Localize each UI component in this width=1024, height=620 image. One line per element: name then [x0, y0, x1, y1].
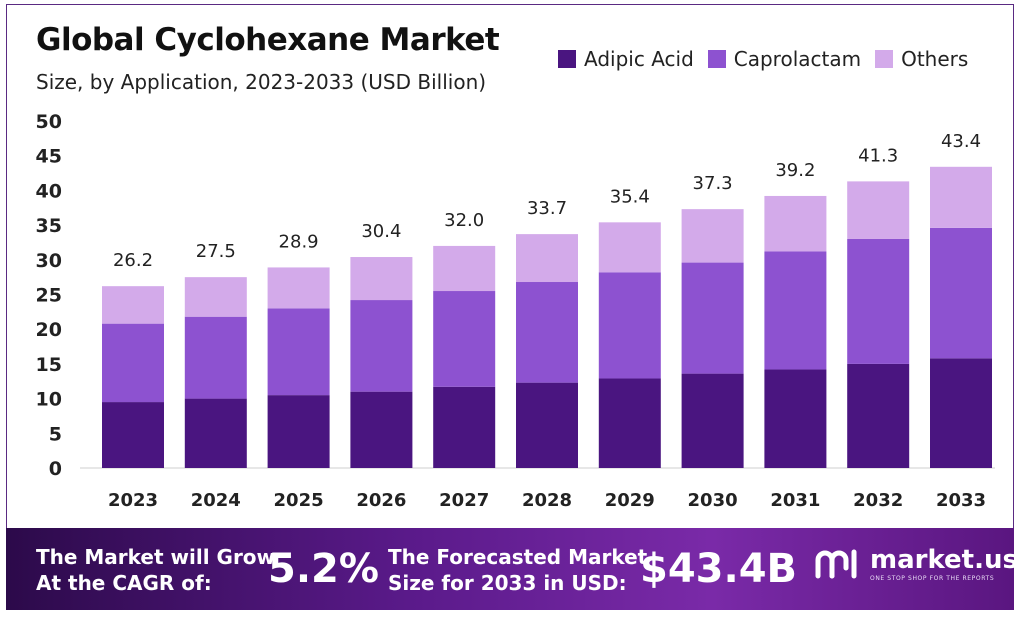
legend-item-others: Others: [875, 47, 968, 71]
forecast-label-line1: The Forecasted Market: [388, 545, 648, 569]
x-tick-label: 2032: [853, 490, 903, 511]
bar-segment-adipic-acid: [102, 402, 164, 468]
bar-segment-others: [102, 286, 164, 324]
total-data-label: 43.4: [941, 131, 981, 152]
bar-segment-others: [350, 257, 413, 301]
total-data-label: 39.2: [775, 160, 815, 181]
forecast-label: The Forecasted Market Size for 2033 in U…: [388, 544, 647, 596]
bar-segment-others: [267, 267, 330, 309]
total-data-label: 33.7: [527, 198, 567, 219]
total-data-label: 35.4: [610, 186, 650, 207]
legend-label-caprolactam: Caprolactam: [733, 47, 862, 71]
y-tick-label: 30: [36, 250, 62, 272]
bar-segment-adipic-acid: [681, 373, 744, 468]
total-data-label: 26.2: [113, 250, 153, 271]
legend-swatch-others: [875, 50, 894, 68]
x-tick-label: 2028: [522, 490, 572, 511]
bar-segment-others: [184, 277, 247, 317]
bar-segment-others: [847, 181, 910, 239]
logo-tagline: ONE STOP SHOP FOR THE REPORTS: [870, 574, 995, 582]
legend-label-others: Others: [901, 47, 969, 71]
bar-segment-others: [433, 245, 496, 292]
legend-label-adipic-acid: Adipic Acid: [584, 47, 694, 71]
bar-segment-caprolactam: [433, 291, 496, 387]
x-tick-label: 2025: [274, 490, 324, 511]
bar-segment-others: [764, 195, 827, 252]
bar-segment-adipic-acid: [764, 369, 827, 468]
footer-banner: The Market will Grow At the CAGR of: 5.2…: [6, 528, 1018, 610]
total-data-label: 30.4: [361, 221, 401, 242]
bar-segment-adipic-acid: [184, 398, 247, 468]
y-tick-label: 20: [36, 319, 62, 341]
stacked-bar-chart: 0510152025303540455026.2202327.5202428.9…: [36, 111, 995, 511]
bar-segment-caprolactam: [598, 272, 661, 379]
chart-legend: Adipic Acid Caprolactam Others: [558, 47, 982, 71]
bar-segment-caprolactam: [350, 300, 413, 392]
x-tick-label: 2026: [356, 490, 406, 511]
legend-swatch-adipic-acid: [558, 50, 576, 68]
y-tick-label: 0: [49, 458, 62, 480]
y-tick-label: 25: [36, 285, 62, 307]
chart-subtitle: Size, by Application, 2023-2033 (USD Bil…: [36, 70, 487, 94]
x-tick-label: 2031: [770, 490, 820, 511]
bar-segment-caprolactam: [516, 282, 578, 383]
market-us-logo: market.us ONE STOP SHOP FOR THE REPORTS: [814, 546, 1018, 582]
bar-segment-caprolactam: [764, 251, 827, 370]
forecast-label-line2: Size for 2033 in USD:: [388, 571, 627, 595]
logo-text: market.us ONE STOP SHOP FOR THE REPORTS: [870, 547, 1018, 582]
bar-segment-others: [516, 234, 578, 283]
total-data-label: 27.5: [196, 241, 236, 262]
market-us-logo-icon: [815, 549, 857, 579]
bar-segment-adipic-acid: [930, 358, 992, 468]
bar-segment-adipic-acid: [516, 382, 578, 468]
x-tick-label: 2029: [605, 490, 655, 511]
x-tick-label: 2023: [108, 490, 158, 511]
bar-segment-adipic-acid: [350, 391, 413, 468]
bar-segment-others: [681, 209, 744, 263]
bar-segment-adipic-acid: [267, 395, 330, 468]
y-tick-label: 45: [36, 146, 62, 168]
bar-segment-others: [930, 166, 992, 228]
total-data-label: 37.3: [693, 173, 733, 194]
y-tick-label: 10: [36, 389, 62, 411]
bar-segment-adipic-acid: [433, 386, 496, 468]
logo-name: market.us: [870, 544, 1018, 575]
forecast-value: $43.4B: [640, 546, 798, 592]
bar-segment-adipic-acid: [847, 363, 910, 468]
legend-item-adipic-acid: Adipic Acid: [558, 47, 694, 71]
cagr-label: The Market will Grow At the CAGR of:: [36, 544, 275, 596]
y-tick-label: 15: [36, 354, 62, 376]
total-data-label: 32.0: [444, 210, 484, 231]
bar-segment-caprolactam: [681, 262, 744, 374]
y-tick-label: 50: [36, 111, 62, 133]
y-tick-label: 5: [49, 423, 62, 445]
legend-swatch-caprolactam: [707, 50, 726, 68]
bar-segment-caprolactam: [267, 308, 330, 396]
bar-segment-caprolactam: [930, 227, 992, 359]
bar-segment-adipic-acid: [598, 378, 661, 468]
legend-item-caprolactam: Caprolactam: [707, 47, 862, 71]
cagr-label-line2: At the CAGR of:: [36, 571, 212, 595]
cagr-label-line1: The Market will Grow: [36, 545, 276, 569]
chart-title: Global Cyclohexane Market: [36, 22, 500, 58]
x-tick-label: 2024: [191, 490, 241, 511]
total-data-label: 41.3: [858, 145, 898, 166]
bar-segment-caprolactam: [847, 238, 910, 364]
bar-segment-others: [598, 222, 661, 273]
x-tick-label: 2033: [936, 490, 986, 511]
x-tick-label: 2027: [439, 490, 489, 511]
y-tick-label: 40: [36, 180, 62, 202]
cagr-value: 5.2%: [268, 546, 379, 592]
y-tick-label: 35: [36, 215, 62, 237]
bar-segment-caprolactam: [184, 316, 247, 399]
bar-segment-caprolactam: [102, 323, 164, 403]
x-tick-label: 2030: [688, 490, 738, 511]
total-data-label: 28.9: [279, 231, 319, 252]
